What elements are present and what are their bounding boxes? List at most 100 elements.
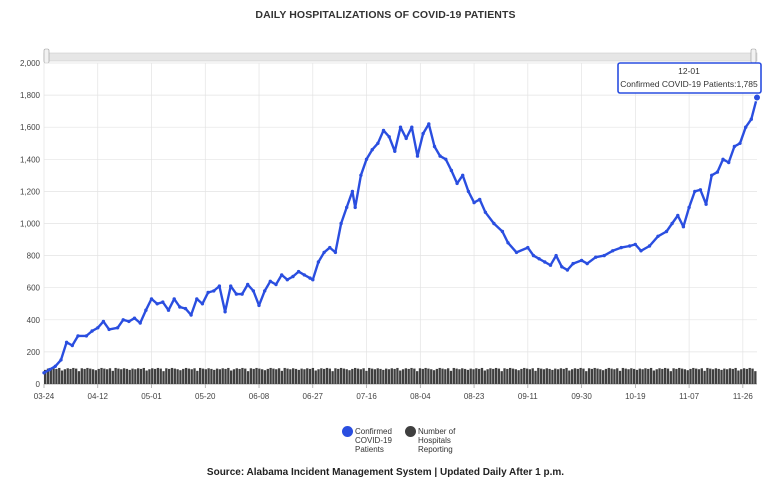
confirmed-point[interactable]	[438, 154, 442, 158]
confirmed-point[interactable]	[466, 189, 471, 194]
confirmed-point[interactable]	[526, 245, 530, 250]
confirmed-point[interactable]	[585, 261, 589, 266]
confirmed-point[interactable]	[223, 310, 227, 314]
navigator-handle-left[interactable]	[43, 48, 50, 64]
navigator-bar[interactable]	[43, 48, 758, 64]
confirmed-point[interactable]	[359, 173, 363, 177]
confirmed-point[interactable]	[339, 221, 343, 226]
confirmed-point[interactable]	[268, 279, 272, 283]
confirmed-point[interactable]	[704, 202, 708, 206]
confirmed-point[interactable]	[333, 250, 338, 255]
confirmed-point[interactable]	[472, 200, 476, 205]
confirmed-point[interactable]	[611, 249, 615, 253]
confirmed-point[interactable]	[350, 189, 355, 194]
confirmed-point[interactable]	[149, 297, 154, 301]
confirmed-point[interactable]	[200, 302, 205, 306]
confirmed-point[interactable]	[415, 154, 420, 158]
confirmed-point[interactable]	[127, 319, 131, 324]
confirmed-point[interactable]	[328, 245, 332, 250]
confirmed-point[interactable]	[721, 157, 725, 161]
confirmed-point[interactable]	[738, 141, 742, 145]
confirmed-point[interactable]	[144, 308, 148, 312]
confirmed-point[interactable]	[251, 289, 256, 293]
confirmed-point[interactable]	[263, 289, 267, 293]
confirmed-point[interactable]	[274, 282, 278, 287]
confirmed-point[interactable]	[229, 284, 233, 288]
confirmed-point[interactable]	[376, 141, 380, 145]
confirmed-point[interactable]	[531, 253, 536, 258]
confirmed-point[interactable]	[53, 364, 57, 368]
confirmed-point[interactable]	[639, 249, 643, 253]
confirmed-point[interactable]	[234, 292, 239, 296]
confirmed-point[interactable]	[48, 367, 52, 372]
confirmed-point[interactable]	[370, 148, 374, 152]
confirmed-point[interactable]	[296, 269, 301, 274]
confirmed-point[interactable]	[554, 253, 558, 258]
confirmed-point[interactable]	[138, 321, 142, 325]
confirmed-point[interactable]	[594, 255, 598, 259]
confirmed-point[interactable]	[90, 329, 94, 333]
confirmed-point[interactable]	[76, 334, 80, 338]
confirmed-point[interactable]	[172, 297, 176, 301]
confirmed-point[interactable]	[101, 319, 106, 324]
confirmed-point[interactable]	[710, 173, 714, 177]
confirmed-point[interactable]	[455, 181, 459, 186]
confirmed-point[interactable]	[676, 213, 680, 218]
confirmed-point[interactable]	[206, 290, 210, 295]
confirmed-point[interactable]	[161, 300, 165, 304]
confirmed-point[interactable]	[189, 313, 193, 317]
confirmed-point[interactable]	[316, 260, 321, 264]
confirmed-point[interactable]	[664, 229, 669, 234]
confirmed-point[interactable]	[404, 136, 408, 141]
confirmed-point[interactable]	[132, 316, 137, 320]
confirmed-point[interactable]	[506, 241, 510, 245]
confirmed-point[interactable]	[393, 149, 397, 153]
confirmed-point[interactable]	[444, 157, 448, 161]
confirmed-point[interactable]	[84, 334, 89, 338]
confirmed-point[interactable]	[285, 278, 289, 282]
confirmed-patients-line[interactable]	[42, 93, 761, 375]
highlighted-point[interactable]	[753, 93, 761, 102]
confirmed-point[interactable]	[687, 205, 691, 210]
confirmed-point[interactable]	[410, 125, 414, 129]
confirmed-point[interactable]	[693, 189, 697, 194]
confirmed-point[interactable]	[353, 205, 357, 210]
confirmed-point[interactable]	[565, 268, 570, 272]
confirmed-point[interactable]	[291, 274, 295, 279]
confirmed-point[interactable]	[107, 327, 111, 332]
confirmed-point[interactable]	[240, 292, 244, 296]
confirmed-point[interactable]	[195, 297, 199, 301]
confirmed-point[interactable]	[602, 253, 606, 258]
confirmed-point[interactable]	[670, 221, 674, 226]
confirmed-point[interactable]	[543, 260, 547, 264]
confirmed-point[interactable]	[311, 278, 315, 282]
confirmed-point[interactable]	[345, 205, 349, 210]
confirmed-point[interactable]	[656, 234, 660, 238]
confirmed-point[interactable]	[715, 170, 720, 174]
confirmed-point[interactable]	[461, 173, 465, 177]
confirmed-point[interactable]	[381, 128, 386, 133]
confirmed-point[interactable]	[246, 282, 250, 287]
confirmed-point[interactable]	[302, 273, 306, 277]
confirmed-point[interactable]	[681, 225, 686, 229]
confirmed-point[interactable]	[166, 308, 171, 312]
confirmed-point[interactable]	[548, 263, 553, 267]
confirmed-point[interactable]	[427, 122, 431, 126]
confirmed-point[interactable]	[619, 245, 623, 250]
confirmed-point[interactable]	[628, 244, 632, 248]
confirmed-point[interactable]	[749, 117, 753, 121]
confirmed-point[interactable]	[59, 358, 63, 362]
confirmed-point[interactable]	[483, 210, 488, 214]
confirmed-point[interactable]	[647, 244, 652, 248]
confirmed-point[interactable]	[579, 258, 584, 263]
confirmed-point[interactable]	[70, 343, 75, 348]
confirmed-point[interactable]	[398, 125, 403, 129]
confirmed-point[interactable]	[257, 303, 261, 308]
confirmed-point[interactable]	[280, 273, 284, 277]
confirmed-point[interactable]	[449, 168, 454, 173]
confirmed-point[interactable]	[217, 284, 222, 288]
confirmed-point[interactable]	[732, 144, 737, 149]
confirmed-point[interactable]	[492, 221, 496, 226]
confirmed-point[interactable]	[421, 131, 425, 136]
confirmed-point[interactable]	[155, 302, 159, 306]
